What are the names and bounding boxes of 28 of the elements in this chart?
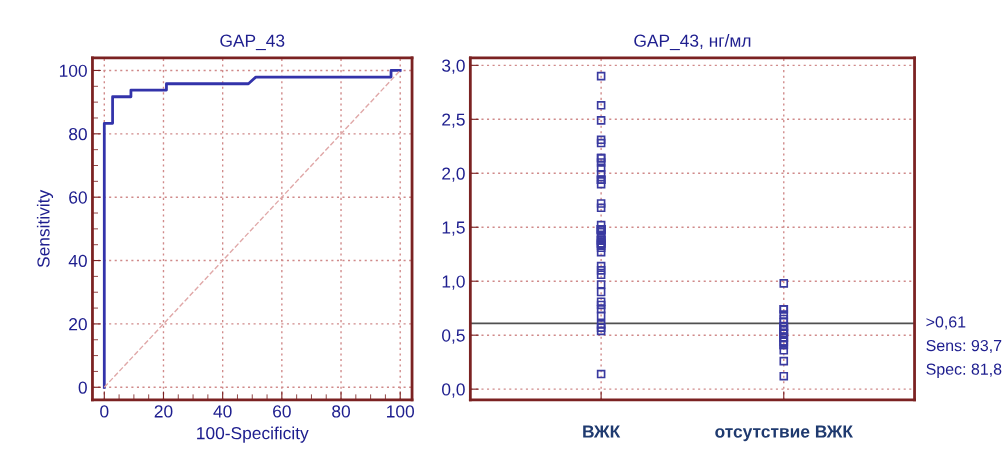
- x-tick-label: отсутствие ВЖК: [715, 425, 853, 442]
- y-tick-label: 3,0: [442, 59, 465, 74]
- y-axis-title: Sensitivity: [36, 189, 54, 268]
- y-tick-label: 2,5: [442, 113, 465, 128]
- x-tick-label: ВЖК: [583, 425, 621, 438]
- y-tick-label: 80: [69, 127, 87, 141]
- y-tick-label: 1,0: [442, 275, 465, 290]
- y-tick-label: 1,5: [442, 221, 465, 236]
- y-tick-label: 100: [59, 64, 87, 77]
- chart-title: GAP_43, нг/мл: [634, 34, 751, 51]
- x-tick-label: 100: [387, 405, 415, 418]
- y-tick-label: 0,0: [442, 383, 465, 398]
- x-axis-title: 100-Specificity: [197, 426, 309, 443]
- x-tick-label: 60: [273, 405, 291, 418]
- x-tick-label: 20: [154, 405, 173, 418]
- text: Spec: 81,8: [926, 363, 1002, 378]
- y-tick-label: 0,5: [442, 329, 465, 344]
- text: Sens: 93,7: [926, 339, 1002, 354]
- x-tick-label: 80: [332, 405, 351, 418]
- y-tick-label: 0: [78, 381, 87, 394]
- x-tick-label: 40: [213, 405, 232, 418]
- y-tick-label: 60: [69, 191, 87, 204]
- chart-title: GAP_43: [220, 34, 285, 51]
- y-tick-label: 2,0: [442, 167, 465, 182]
- x-tick-label: 0: [100, 405, 109, 418]
- ref-line-label: >0,61: [926, 316, 966, 330]
- y-tick-label: 40: [68, 254, 87, 268]
- y-tick-label: 20: [69, 318, 87, 331]
